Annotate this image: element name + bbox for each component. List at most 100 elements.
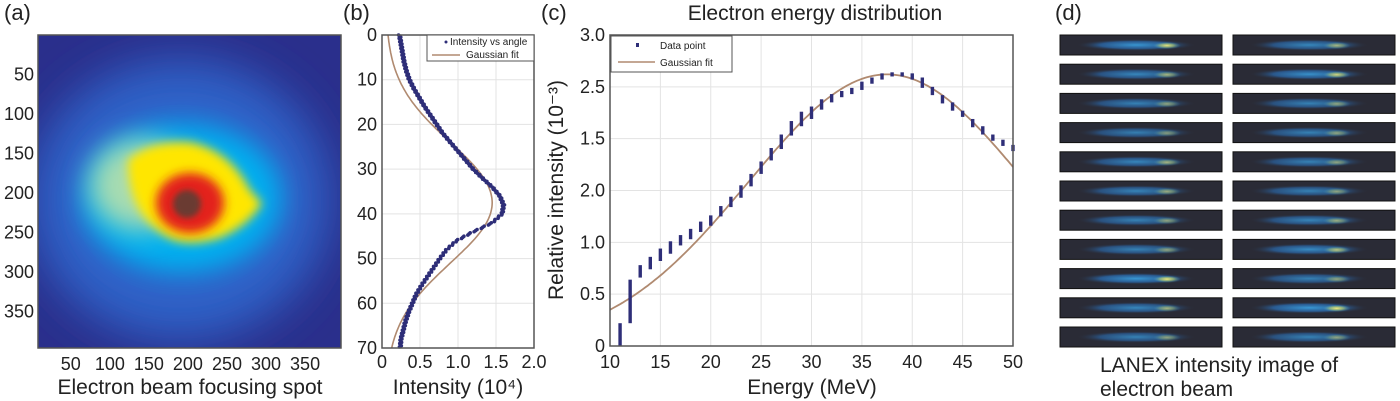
- lanex-image-strip: [1059, 122, 1223, 144]
- panel-b-angular-profile: 0 0.5 1.0 1.5 2.0 0 10 20 30 40 50 60 70 Intensity v…: [357, 25, 547, 399]
- data-point-errorbar: [668, 241, 673, 254]
- y-tick-label: 50: [14, 65, 34, 85]
- data-point-errorbar: [971, 118, 975, 128]
- panel-c-frame: [609, 34, 1014, 347]
- lanex-image-strip: [1232, 122, 1396, 144]
- beam-streak: [1249, 301, 1370, 314]
- beam-hotspot: [1152, 100, 1181, 108]
- y-tick-label: 0: [367, 25, 377, 45]
- lanex-image-strip: [1232, 92, 1396, 114]
- data-point-errorbar: [769, 147, 773, 161]
- data-point-errorbar: [759, 161, 763, 174]
- beam-streak: [1249, 155, 1370, 168]
- data-point: [492, 219, 497, 224]
- data-point-errorbar: [1001, 139, 1005, 146]
- beam-streak: [1249, 214, 1370, 227]
- beam-hotspot: [1322, 275, 1351, 283]
- panel-b-xlabel: Intensity (10⁴): [393, 376, 523, 399]
- beam-hotspot: [1322, 129, 1351, 137]
- y-tick-label: 300: [4, 262, 34, 282]
- beam-hotspot: [1152, 334, 1181, 341]
- panel-d-lanex-images: LANEX intensity image of electron beam: [1059, 34, 1396, 401]
- legend-marker-data: [636, 43, 639, 47]
- lanex-image-strip: [1232, 326, 1396, 348]
- beam-hotspot: [1152, 158, 1181, 166]
- data-point: [446, 246, 451, 251]
- beam-streak: [1249, 126, 1370, 139]
- data-point: [466, 233, 470, 237]
- beam-streak: [1249, 97, 1370, 110]
- heatmap-image: [38, 35, 341, 348]
- x-tick-label: 25: [751, 352, 771, 372]
- lanex-image-strip: [1059, 209, 1223, 231]
- y-tick-label: 100: [4, 104, 34, 124]
- data-point: [454, 240, 458, 244]
- lanex-image-strip: [1059, 268, 1223, 290]
- panel-a-heatmap: 50 100 150 200 250 300 350 50 100 150 200 250 300 350…: [4, 34, 342, 399]
- x-tick-label: 200: [173, 354, 203, 374]
- lanex-image-strip: [1232, 238, 1396, 260]
- panel-b-legend: Intensity vs angle Gaussian fit: [426, 34, 535, 62]
- data-point: [479, 226, 484, 231]
- lanex-image-strip: [1059, 92, 1223, 114]
- data-point-errorbar: [840, 90, 844, 98]
- legend-marker-data: [444, 40, 448, 44]
- y-tick-label: 250: [4, 223, 34, 243]
- panel-c-legend: Data point Gaussian fit: [610, 35, 733, 73]
- data-point-errorbar: [981, 126, 985, 135]
- y-tick-label: 350: [4, 302, 34, 322]
- lanex-image-strip: [1059, 326, 1223, 348]
- beam-hotspot: [1322, 100, 1351, 108]
- data-point: [499, 213, 504, 217]
- panel-c-energy-spectrum: Electron energy distribution 10 15 20 25 30 3…: [545, 2, 1023, 399]
- data-point-errorbar: [819, 99, 824, 110]
- lanex-image-strip: [1059, 63, 1223, 85]
- data-point-errorbar: [850, 87, 854, 95]
- y-tick-label: 2.5: [580, 77, 605, 97]
- lanex-image-strip: [1232, 297, 1396, 319]
- x-tick-label: 50: [61, 354, 81, 374]
- y-tick-label: 3.0: [580, 25, 605, 45]
- data-point-errorbar: [628, 279, 632, 324]
- data-point: [459, 236, 464, 241]
- data-point-errorbar: [739, 185, 743, 198]
- x-tick-label: 150: [134, 354, 164, 374]
- lanex-image-strip: [1232, 151, 1396, 173]
- beam-hotspot: [1322, 42, 1351, 49]
- lanex-image-strip: [1059, 238, 1223, 260]
- data-point-errorbar: [900, 72, 904, 77]
- lanex-image-strip: [1059, 34, 1223, 56]
- panel-c-ylabel: Relative intensity (10⁻³): [545, 80, 568, 300]
- beam-hotspot: [1152, 71, 1181, 79]
- data-point-errorbar: [829, 94, 834, 103]
- x-tick-label: 300: [251, 354, 281, 374]
- beam-hotspot: [1152, 217, 1181, 225]
- lanex-image-strip: [1232, 34, 1396, 56]
- legend-label-data: Data point: [660, 41, 706, 52]
- panel-d-label: (d): [1055, 0, 1082, 25]
- lanex-image-strip: [1232, 63, 1396, 85]
- y-tick-label: 150: [4, 144, 34, 164]
- x-tick-label: 15: [650, 352, 670, 372]
- data-point-errorbar: [749, 173, 753, 187]
- panel-c-label: (c): [541, 0, 567, 25]
- beam-streak: [1249, 272, 1370, 285]
- data-point-errorbar: [779, 134, 783, 150]
- beam-streak: [1249, 185, 1370, 197]
- y-tick-label: 30: [357, 159, 377, 179]
- data-point-errorbar: [890, 72, 894, 77]
- data-point-errorbar: [809, 106, 814, 119]
- lanex-image-strip: [1232, 209, 1396, 231]
- data-point-errorbar: [678, 235, 683, 246]
- y-tick-label: 60: [357, 293, 377, 313]
- lanex-image-strip: [1059, 180, 1223, 202]
- data-point-errorbar: [860, 81, 864, 90]
- panel-c-title: Electron energy distribution: [688, 2, 942, 25]
- data-point-errorbar: [920, 77, 925, 88]
- y-tick-label: 2.0: [580, 181, 605, 201]
- y-tick-label: 0.5: [580, 284, 605, 304]
- data-point-errorbar: [618, 323, 622, 346]
- data-point-errorbar: [638, 265, 642, 278]
- y-tick-label: 20: [357, 114, 377, 134]
